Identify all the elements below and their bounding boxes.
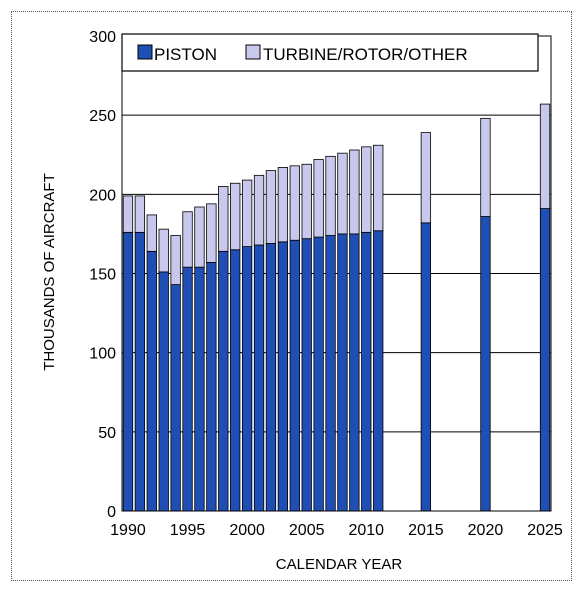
bar-turbine-rotor-other-2009 xyxy=(349,149,360,235)
bar-piston-2020 xyxy=(480,216,491,512)
stacked-bar-chart: 0 50 100 150 200 250 300 1990 1995 2000 2005 2010 2… xyxy=(41,29,563,573)
bar-piston-1993 xyxy=(158,271,169,512)
x-tick-label-2010: 2010 xyxy=(348,522,384,539)
bar-turbine-rotor-other-2011 xyxy=(373,144,384,232)
bar-turbine-rotor-other-1994 xyxy=(170,235,181,285)
y-tick-label-150: 150 xyxy=(89,267,116,284)
y-tick-label-300: 300 xyxy=(89,29,116,46)
bar-turbine-rotor-other-1996 xyxy=(194,206,205,268)
bar-turbine-rotor-other-2025 xyxy=(539,103,551,209)
bar-turbine-rotor-other-2000 xyxy=(241,179,253,247)
y-axis-title: THOUSANDS OF AIRCRAFT xyxy=(41,173,58,371)
x-tick-label-2015: 2015 xyxy=(408,522,444,539)
y-tick-label-0: 0 xyxy=(107,504,116,521)
x-tick-label-2005: 2005 xyxy=(289,522,325,539)
bar-turbine-rotor-other-2010 xyxy=(361,146,372,233)
bar-turbine-rotor-other-1990 xyxy=(122,195,134,233)
bar-turbine-rotor-other-2007 xyxy=(325,155,336,236)
bar-piston-1991 xyxy=(134,231,146,512)
bar-turbine-rotor-other-2001 xyxy=(253,174,265,246)
bar-piston-2002 xyxy=(265,243,277,512)
bar-piston-1996 xyxy=(194,266,205,512)
bar-turbine-rotor-other-1997 xyxy=(206,203,217,263)
chart-frame: 0 50 100 150 200 250 300 1990 1995 2000 2005 2010 2… xyxy=(11,11,572,581)
y-axis-ticks: 0 50 100 150 200 250 300 xyxy=(89,29,116,521)
y-tick-label-200: 200 xyxy=(89,187,116,204)
x-axis-ticks: 1990 1995 2000 2005 2010 2015 2020 2025 xyxy=(110,522,563,539)
bar-piston-2008 xyxy=(337,233,348,512)
bar-turbine-rotor-other-2020 xyxy=(480,117,491,217)
legend-swatch-piston xyxy=(137,44,153,60)
bar-turbine-rotor-other-2015 xyxy=(420,132,432,224)
bar-piston-1997 xyxy=(206,262,217,512)
bar-turbine-rotor-other-1993 xyxy=(158,228,169,273)
x-tick-label-2025: 2025 xyxy=(527,522,563,539)
bar-turbine-rotor-other-2003 xyxy=(277,167,289,243)
x-tick-label-1990: 1990 xyxy=(110,522,146,539)
bar-turbine-rotor-other-2002 xyxy=(265,170,277,244)
y-tick-label-250: 250 xyxy=(89,108,116,125)
y-tick-label-50: 50 xyxy=(98,425,116,442)
bar-turbine-rotor-other-2006 xyxy=(313,159,324,238)
bar-piston-2000 xyxy=(241,246,253,512)
bar-piston-2025 xyxy=(539,208,551,512)
bar-turbine-rotor-other-1995 xyxy=(182,211,193,268)
legend: PISTON TURBINE/ROTOR/OTHER xyxy=(121,33,539,72)
legend-swatch-turbine-rotor-other xyxy=(245,44,261,60)
bar-piston-2003 xyxy=(277,241,289,512)
x-axis-title: CALENDAR YEAR xyxy=(276,556,403,573)
bar-turbine-rotor-other-2005 xyxy=(301,163,312,240)
bar-turbine-rotor-other-2004 xyxy=(289,165,300,241)
bar-piston-1992 xyxy=(146,250,157,512)
bars xyxy=(122,103,551,512)
bar-piston-1994 xyxy=(170,284,181,512)
bar-piston-2011 xyxy=(373,230,384,512)
bar-turbine-rotor-other-1999 xyxy=(230,182,241,251)
bar-piston-2005 xyxy=(301,238,312,512)
x-tick-label-1995: 1995 xyxy=(170,522,206,539)
bar-piston-1995 xyxy=(182,266,193,512)
legend-label-turbine-rotor-other: TURBINE/ROTOR/OTHER xyxy=(263,45,468,64)
bar-piston-1990 xyxy=(122,231,134,512)
bar-piston-2004 xyxy=(289,239,300,512)
bar-piston-2010 xyxy=(361,231,372,512)
legend-box xyxy=(121,33,539,72)
bar-turbine-rotor-other-1992 xyxy=(146,214,157,252)
bar-piston-2015 xyxy=(420,222,432,512)
bar-turbine-rotor-other-1991 xyxy=(134,195,146,233)
bar-piston-2009 xyxy=(349,233,360,512)
bar-piston-2007 xyxy=(325,235,336,512)
legend-label-piston: PISTON xyxy=(154,45,217,64)
bar-piston-2001 xyxy=(253,244,265,512)
bar-turbine-rotor-other-1998 xyxy=(218,186,229,252)
x-tick-label-2000: 2000 xyxy=(229,522,265,539)
x-tick-label-2020: 2020 xyxy=(468,522,504,539)
bar-piston-2006 xyxy=(313,236,324,512)
bar-piston-1999 xyxy=(230,249,241,512)
y-tick-label-100: 100 xyxy=(89,346,116,363)
bar-turbine-rotor-other-2008 xyxy=(337,152,348,235)
bar-piston-1998 xyxy=(218,250,229,512)
